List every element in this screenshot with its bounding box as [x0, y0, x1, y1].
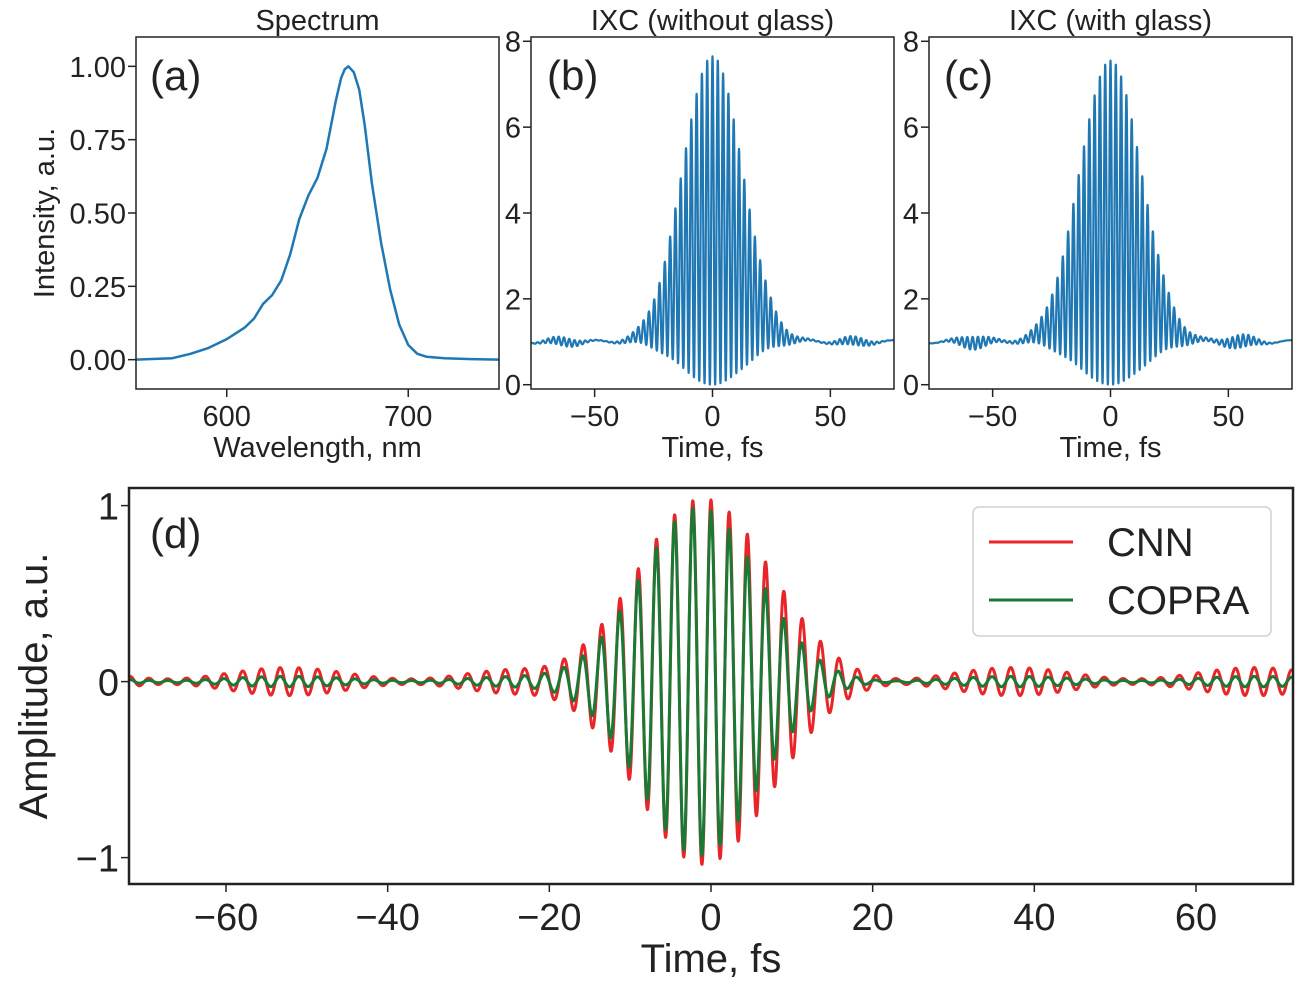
y-tick-label: 6 [903, 113, 919, 145]
legend-entry-cnn: CNN [1107, 521, 1194, 565]
y-tick-label: 2 [903, 284, 919, 316]
x-tick-label: 0 [700, 897, 721, 939]
panel-d-amplitude: −60 −40 −20 0 20 40 60 −1 0 1 Time, fs Amplitude, a… [12, 486, 1295, 981]
y-axis-label: Intensity, a.u. [29, 128, 61, 298]
panel-label: (c) [944, 52, 993, 99]
y-tick-label: −1 [76, 838, 119, 880]
y-tick-label: 0 [903, 370, 919, 402]
panel-b-ixc-without-glass: −50 0 50 0 2 4 6 8 Time, fs IXC (without glass) (b… [505, 5, 895, 464]
x-tick-label: 0 [704, 401, 720, 433]
x-tick-label: −50 [570, 401, 619, 433]
x-tick-label: −40 [355, 897, 419, 939]
chart-title: Spectrum [255, 5, 379, 37]
y-tick-label: 1.00 [70, 52, 126, 84]
y-axis-label: Amplitude, a.u. [12, 553, 56, 820]
x-tick-label: 40 [1013, 897, 1055, 939]
x-axis-label: Time, fs [641, 937, 782, 981]
panel-label: (d) [150, 510, 201, 557]
legend-entry-copra: COPRA [1107, 579, 1250, 623]
y-tick-label: 0.25 [70, 272, 126, 304]
chart-title: IXC (with glass) [1009, 5, 1212, 37]
series-line-ixc [929, 59, 1292, 386]
y-tick-label: 0 [98, 662, 119, 704]
panel-label: (b) [547, 52, 598, 99]
x-tick-label: 50 [1212, 401, 1244, 433]
x-tick-label: 50 [814, 401, 846, 433]
x-tick-label: −20 [517, 897, 581, 939]
y-tick-label: 8 [903, 27, 919, 59]
y-tick-label: 0 [505, 370, 521, 402]
y-tick-label: 4 [505, 198, 521, 230]
x-tick-label: 0 [1102, 401, 1118, 433]
x-axis-label: Time, fs [661, 432, 763, 464]
x-tick-label: 20 [852, 897, 894, 939]
series-line-ixc [531, 55, 894, 386]
x-tick-label: 600 [203, 401, 251, 433]
x-axis-label: Time, fs [1059, 432, 1161, 464]
panel-label: (a) [150, 52, 201, 99]
series-line-copra [129, 506, 1293, 857]
x-tick-label: −50 [968, 401, 1017, 433]
y-tick-label: 2 [505, 284, 521, 316]
y-tick-label: 0.00 [70, 345, 126, 377]
chart-title: IXC (without glass) [591, 5, 834, 37]
y-tick-label: 6 [505, 113, 521, 145]
x-axis-label: Wavelength, nm [213, 432, 421, 464]
x-tick-label: −60 [194, 897, 258, 939]
y-tick-label: 8 [505, 27, 521, 59]
x-tick-label: 60 [1175, 897, 1217, 939]
y-tick-label: 1 [98, 486, 119, 528]
y-tick-label: 4 [903, 198, 919, 230]
series-line-spectrum [136, 65, 499, 361]
panel-c-ixc-with-glass: −50 0 50 0 2 4 6 8 Time, fs IXC (with glass) (c) [903, 5, 1293, 464]
legend-box [972, 506, 1272, 637]
x-tick-label: 700 [384, 401, 432, 433]
panel-a-spectrum: 600 700 0.00 0.25 0.50 0.75 1.00 Wavelength, nm… [29, 5, 500, 464]
y-tick-label: 0.50 [70, 198, 126, 230]
y-tick-label: 0.75 [70, 125, 126, 157]
